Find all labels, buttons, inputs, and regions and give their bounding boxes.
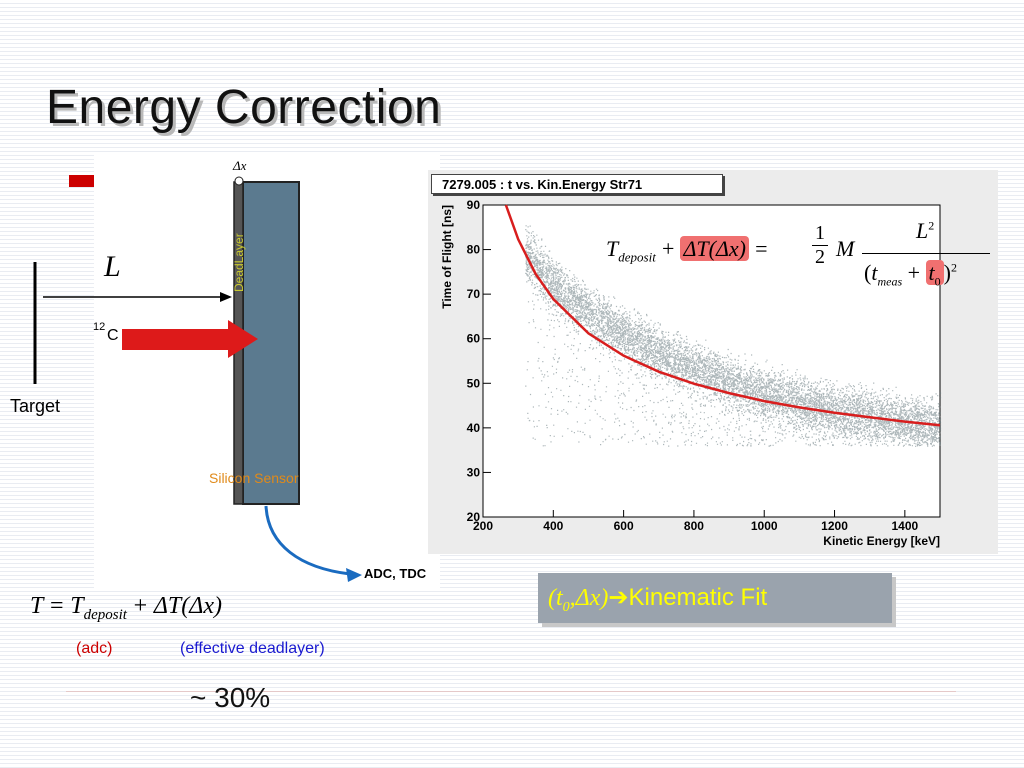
half-numerator: 1 [815,222,825,244]
formula-delta-term: ΔT(Δx) [680,236,749,261]
y-axis-label: Time of Flight [ns] [440,205,454,309]
y-tick-label: 70 [467,287,481,301]
formula-lhs-sub: deposit [618,249,656,265]
y-tick-label: 50 [467,376,481,390]
formula-fraction-bar [862,253,990,254]
silicon-sensor-label: Silicon Sensor [209,470,299,486]
deadlayer-marker [234,176,244,186]
kinematic-fit-box: (t0,Δx)➔Kinematic Fit [538,573,892,623]
axis-ticks: 200 400 600 800 1000 1200 1400 20 30 40 50 60 70 80 90 [467,198,919,533]
fit-curve [504,204,941,427]
output-label: ADC, TDC [364,566,427,581]
y-tick-label: 80 [467,243,481,257]
length-label: L [104,250,121,283]
effective-deadlayer-label: (effective deadlayer) [180,640,325,657]
x-tick-label: 400 [543,519,563,533]
beam-mass-number: 12 [93,321,106,333]
formula-numerator: L2 [916,218,935,243]
adc-label: (adc) [76,640,113,657]
formula-half: 1 2 [812,222,828,269]
half-denominator: 2 [812,245,828,269]
formula-plus: + [661,236,675,261]
y-tick-label: 20 [467,510,481,524]
arrow-icon: ➔ [608,584,629,611]
formula-equals: = [755,236,768,261]
slide-title: Energy Correction [46,81,442,134]
beam-arrow-shaft [122,329,230,350]
y-tick-label: 40 [467,421,481,435]
percent-note: ~ 30% [190,682,271,713]
title-accent-bar [69,175,94,187]
formula-lhs: T [606,236,619,261]
energy-formula: T = Tdeposit + ΔT(Δx) [30,593,222,623]
x-tick-label: 600 [614,519,634,533]
formula-denominator: (tmeas + t0)2 [864,260,957,289]
output-arrowhead [346,568,362,582]
y-tick-label: 90 [467,198,481,212]
beam-arrowhead [228,320,258,358]
x-tick-label: 1400 [891,519,918,533]
output-arrow [264,505,351,576]
x-tick-label: 800 [684,519,704,533]
delta-x-label: Δx [233,158,247,173]
tof-formula: Tdeposit + ΔT(Δx) = [606,236,768,265]
plot-header: 7279.005 : t vs. Kin.Energy Str71 [431,174,723,194]
x-axis-label: Kinetic Energy [keV] [823,534,940,548]
formula-mass: M [836,236,855,261]
x-tick-label: 1200 [821,519,848,533]
scatter-band [525,225,942,447]
target-label: Target [10,396,61,416]
length-arrowhead [220,292,232,302]
y-tick-label: 30 [467,465,481,479]
scatter-points [525,225,942,447]
footer-divider [66,691,956,692]
y-tick-label: 60 [467,332,481,346]
x-tick-label: 200 [473,519,493,533]
beam-element: C [107,327,119,344]
x-tick-label: 1000 [751,519,778,533]
